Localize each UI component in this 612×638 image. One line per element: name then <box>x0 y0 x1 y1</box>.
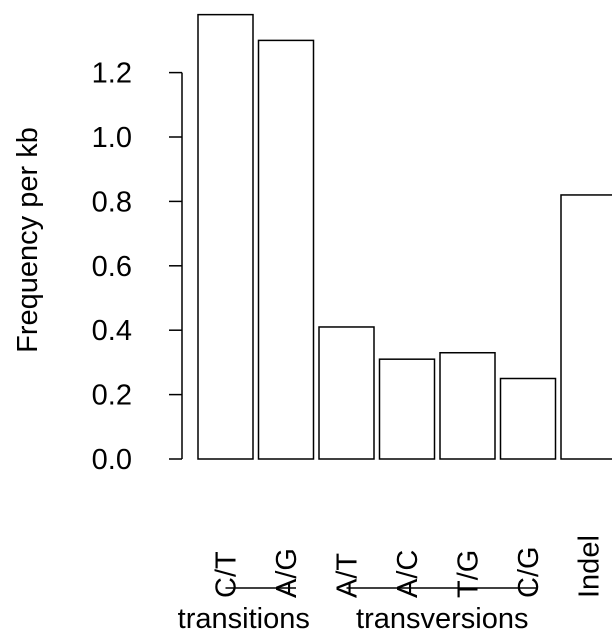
y-axis-label: Frequency per kb <box>12 127 44 353</box>
bar-indel <box>560 194 612 460</box>
y-tick-label: 0.8 <box>92 186 132 218</box>
x-tick-label: A/C <box>392 550 424 598</box>
x-tick-label: T/G <box>453 550 485 598</box>
bar-c-t <box>197 13 254 460</box>
y-tick-label: 1.0 <box>92 122 132 154</box>
y-tick-label: 0.4 <box>92 315 132 347</box>
bar-t-g <box>439 351 496 460</box>
bar-c-g <box>499 377 557 460</box>
y-tick-label: 0.2 <box>92 380 132 412</box>
y-tick-label: 0.0 <box>92 444 132 476</box>
group-label: transitions <box>178 603 310 635</box>
x-tick-label: A/T <box>332 553 364 598</box>
bar-a-c <box>378 358 436 460</box>
x-tick-labels: C/T A/G A/T A/C T/G C/G Indel <box>211 535 606 598</box>
bar-a-g <box>257 39 315 460</box>
x-tick-label: C/T <box>211 551 243 598</box>
bars <box>197 13 612 460</box>
x-tick-label: C/G <box>513 546 545 598</box>
group-label: transversions <box>356 603 528 635</box>
y-axis: 0.0 0.2 0.4 0.6 0.8 1.0 1.2 <box>92 58 183 476</box>
x-tick-label: A/G <box>271 548 303 598</box>
y-tick-label: 0.6 <box>92 251 132 283</box>
bar-a-t <box>318 326 375 460</box>
category-groups: transitions transversions <box>178 587 538 635</box>
x-tick-label: Indel <box>574 535 606 598</box>
y-tick-label: 1.2 <box>92 58 132 90</box>
